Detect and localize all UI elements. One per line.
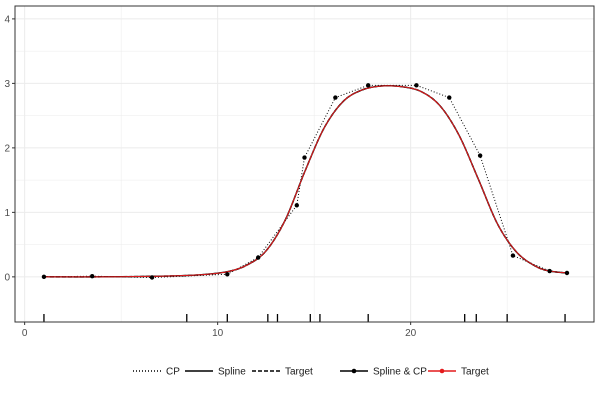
control-point <box>225 272 230 277</box>
control-point <box>333 95 338 100</box>
control-point <box>547 268 552 274</box>
legend-label: Target <box>461 367 489 378</box>
y-tick-label: 2 <box>4 143 10 154</box>
control-point <box>302 155 307 160</box>
legend-item: Spline <box>185 367 246 378</box>
y-tick-label: 3 <box>4 79 10 90</box>
legend-label: CP <box>166 367 180 378</box>
x-tick-label: 10 <box>212 328 224 339</box>
legend-key-point <box>439 368 445 374</box>
control-point <box>365 83 371 88</box>
control-point <box>255 255 261 260</box>
legend: CP Spline Target Spline & CP Target <box>133 367 489 378</box>
legend-label: Target <box>285 367 313 378</box>
legend-label: Spline <box>218 367 246 378</box>
y-tick-label: 0 <box>4 272 10 283</box>
legend-item: Target <box>428 367 489 378</box>
legend-label: Spline & CP <box>373 367 427 378</box>
x-tick-label: 0 <box>22 328 28 339</box>
legend-item: CP <box>133 367 180 378</box>
target-dashed-line <box>43 85 568 278</box>
y-tick-label: 1 <box>4 208 10 219</box>
control-points <box>41 83 570 280</box>
knot-rug <box>43 314 566 322</box>
grid-lines <box>15 6 594 322</box>
y-tick-label: 4 <box>4 14 10 25</box>
legend-item: Target <box>252 367 313 378</box>
control-point <box>477 153 483 158</box>
legend-item: Spline & CP <box>340 367 427 378</box>
control-point <box>41 274 47 280</box>
spline-line <box>43 85 568 278</box>
control-point <box>510 253 516 258</box>
control-point <box>414 83 419 88</box>
control-point <box>447 95 452 100</box>
control-point <box>294 203 299 208</box>
control-point <box>90 274 95 279</box>
panel-border <box>14 5 595 323</box>
control-point <box>149 275 155 280</box>
curves <box>43 84 568 279</box>
target-line <box>43 85 568 278</box>
cp-line <box>43 84 568 279</box>
x-tick-label: 20 <box>405 328 417 339</box>
legend-key-point <box>351 368 357 374</box>
axes: 0 1 2 3 4 0 10 20 <box>4 14 416 339</box>
control-point <box>564 270 570 276</box>
